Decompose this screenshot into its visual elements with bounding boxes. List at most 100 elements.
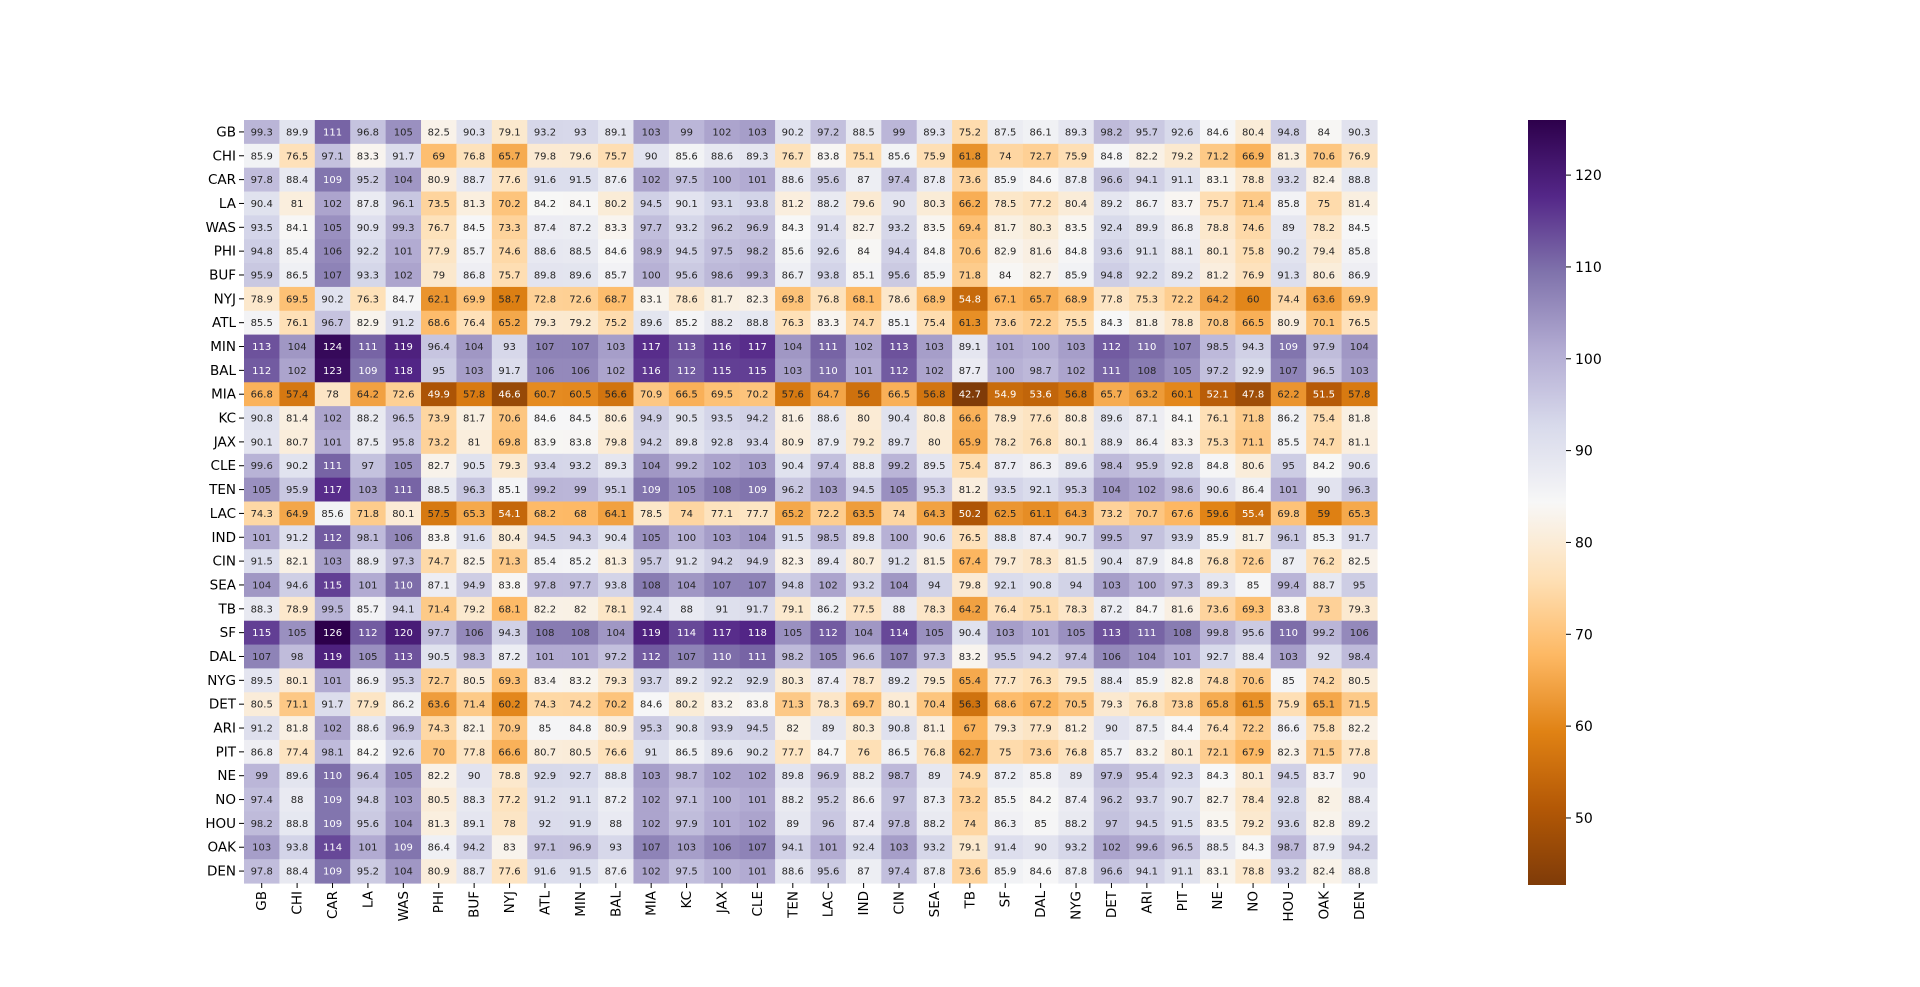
- heatmap-cell: [1306, 143, 1343, 169]
- x-tick-label: BUF: [467, 891, 483, 918]
- heatmap-cell: [456, 429, 493, 455]
- cell-value-label: 64.2: [959, 604, 981, 615]
- cell-value-label: 79.2: [463, 604, 485, 615]
- heatmap-cell: [314, 835, 351, 860]
- cell-value-label: 109: [323, 795, 342, 806]
- heatmap-cell: [1199, 263, 1236, 288]
- heatmap-cell: [916, 787, 953, 813]
- cell-value-label: 92.3: [1171, 771, 1193, 782]
- cell-value-label: 84: [857, 247, 870, 258]
- cell-value-label: 86.7: [1136, 199, 1158, 210]
- cell-value-label: 84.2: [1030, 795, 1052, 806]
- cell-value-label: 65.8: [1207, 700, 1229, 711]
- cell-value-label: 115: [323, 580, 342, 591]
- cell-value-label: 104: [889, 580, 908, 591]
- heatmap-cell: [1164, 716, 1201, 741]
- heatmap-cell: [1306, 668, 1343, 693]
- heatmap-cell: [987, 549, 1024, 574]
- cell-value-label: 84: [1318, 127, 1331, 138]
- heatmap-cell: [1306, 453, 1343, 479]
- heatmap-cell: [987, 453, 1024, 479]
- heatmap-cell: [668, 668, 705, 693]
- cell-value-label: 100: [712, 175, 731, 186]
- heatmap-cell: [987, 382, 1024, 407]
- heatmap-cell: [987, 739, 1024, 765]
- cell-value-label: 97.3: [923, 652, 945, 663]
- heatmap-cell: [244, 763, 281, 789]
- heatmap-cell: [916, 191, 953, 216]
- cell-value-label: 108: [1173, 628, 1192, 639]
- cell-value-label: 87.2: [1100, 604, 1122, 615]
- cell-value-label: 61.8: [959, 151, 981, 162]
- heatmap-cell: [421, 501, 458, 526]
- cell-value-label: 95.6: [817, 175, 839, 186]
- heatmap-cell: [1270, 477, 1307, 503]
- heatmap-cell: [1341, 692, 1378, 717]
- heatmap-cell: [244, 692, 281, 717]
- cell-value-label: 124: [323, 342, 342, 353]
- heatmap-cell: [916, 143, 953, 169]
- heatmap-cell: [421, 310, 458, 336]
- heatmap-cell: [881, 525, 918, 550]
- cell-value-label: 109: [642, 485, 661, 496]
- heatmap-cell: [491, 716, 528, 741]
- cell-value-label: 96.2: [1100, 795, 1122, 806]
- heatmap-cell: [810, 263, 847, 288]
- cell-value-label: 70.9: [498, 724, 520, 735]
- cell-value-label: 87.4: [852, 819, 874, 830]
- heatmap-cell: [527, 763, 564, 789]
- cell-value-label: 74: [963, 819, 976, 830]
- y-tick-label: PIT: [216, 744, 237, 760]
- cell-value-label: 51.5: [1313, 390, 1335, 401]
- cell-value-label: 103: [465, 366, 484, 377]
- cell-value-label: 104: [854, 628, 873, 639]
- heatmap-cell: [350, 263, 387, 288]
- heatmap-cell: [1164, 239, 1201, 264]
- heatmap-cell: [598, 191, 635, 216]
- heatmap-cell: [1199, 573, 1236, 598]
- heatmap-cell: [668, 215, 705, 240]
- heatmap-cell: [1235, 859, 1272, 884]
- heatmap-cell: [881, 334, 918, 360]
- heatmap-cell: [775, 692, 812, 717]
- cell-value-label: 109: [358, 366, 377, 377]
- cell-value-label: 95.6: [1242, 628, 1264, 639]
- cell-value-label: 86.6: [1277, 724, 1299, 735]
- heatmap-cell: [598, 239, 635, 264]
- cell-value-label: 56.3: [959, 700, 981, 711]
- cell-value-label: 76.5: [286, 151, 308, 162]
- cell-value-label: 77.6: [498, 867, 520, 878]
- cell-value-label: 83: [503, 843, 516, 854]
- cell-value-label: 96: [822, 819, 835, 830]
- cell-value-label: 87: [857, 175, 870, 186]
- cell-value-label: 99.3: [746, 270, 768, 281]
- heatmap-cell: [916, 215, 953, 240]
- heatmap-cell: [987, 143, 1024, 169]
- heatmap-cell: [421, 453, 458, 479]
- cell-value-label: 94.6: [286, 580, 308, 591]
- x-tick-label: LA: [360, 890, 376, 908]
- heatmap-cell: [952, 358, 989, 383]
- cell-value-label: 106: [323, 247, 342, 258]
- cell-value-label: 61.3: [959, 318, 981, 329]
- heatmap-cell: [1022, 191, 1059, 216]
- cell-value-label: 107: [748, 843, 767, 854]
- cell-value-label: 105: [252, 485, 271, 496]
- heatmap-cell: [845, 191, 882, 216]
- heatmap-cell: [845, 453, 882, 479]
- heatmap-cell: [562, 835, 599, 860]
- cell-value-label: 90.7: [1065, 533, 1087, 544]
- heatmap-cell: [668, 716, 705, 741]
- cell-value-label: 80: [928, 437, 941, 448]
- heatmap-cell: [1270, 573, 1307, 598]
- cell-value-label: 81: [468, 437, 481, 448]
- cell-value-label: 80: [857, 414, 870, 425]
- heatmap-cell: [845, 120, 882, 145]
- cell-value-label: 95.2: [357, 175, 379, 186]
- cell-value-label: 84.1: [286, 223, 308, 234]
- cell-value-label: 88.8: [605, 771, 627, 782]
- cell-value-label: 98.1: [321, 747, 343, 758]
- cell-value-label: 88.6: [357, 724, 379, 735]
- heatmap-cell: [775, 382, 812, 407]
- cell-value-label: 112: [642, 652, 661, 663]
